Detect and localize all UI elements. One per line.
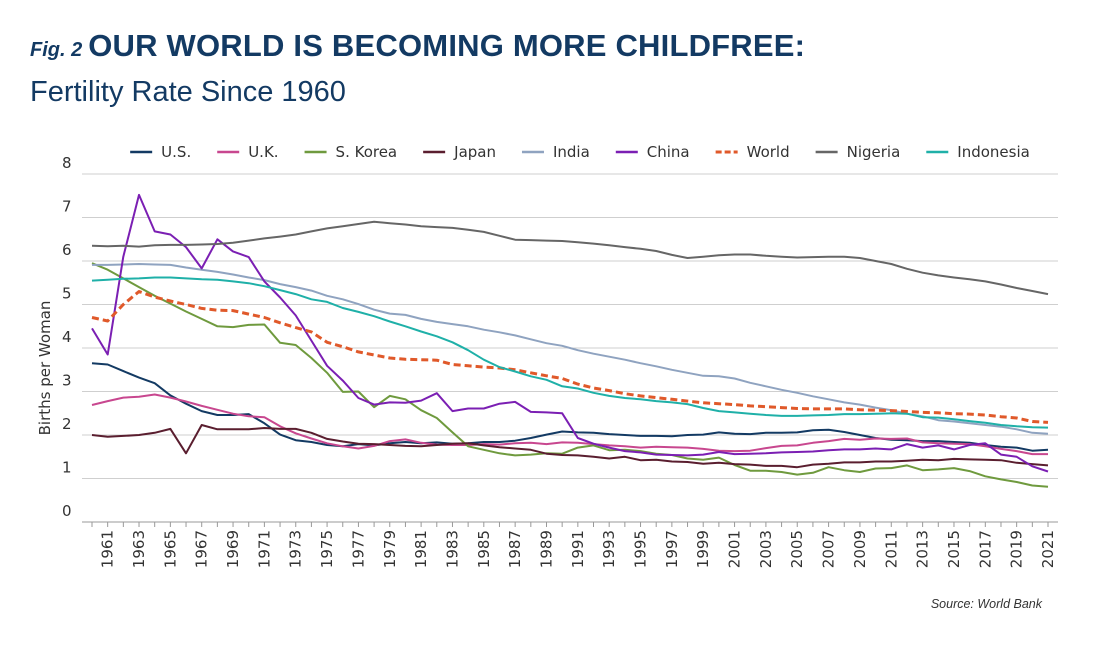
x-tick-label: 2021 [1039, 530, 1057, 568]
series-line-s-korea [91, 262, 1049, 488]
x-tick-label: 1989 [537, 530, 555, 568]
series-line-indonesia [91, 276, 1049, 429]
series-line-world [91, 290, 1049, 424]
x-tick-label: 1977 [349, 530, 367, 568]
x-tick-label: 2009 [851, 530, 869, 568]
x-tick-label: 1991 [569, 530, 587, 568]
x-tick-label: 2019 [1008, 530, 1026, 568]
page-title: OUR WORLD IS BECOMING MORE CHILDFREE: [88, 28, 806, 63]
series-line-u-k [91, 393, 1048, 456]
x-tick-label: 1985 [475, 530, 493, 568]
x-tick-label: 1965 [161, 530, 179, 568]
x-tick-label: 1973 [287, 530, 305, 568]
x-tick-label: 1983 [443, 530, 461, 568]
x-tick-label: 2011 [882, 530, 900, 568]
chart-legend: U.S. U.K. S. Korea Japan India China World Nige… [130, 143, 1030, 161]
x-tick-label: 2017 [976, 530, 994, 568]
x-tick-label: 1997 [663, 530, 681, 568]
y-tick-label: 2 [62, 415, 72, 433]
series-line-japan [91, 424, 1049, 469]
y-tick-label: 6 [62, 241, 72, 259]
x-tick-label: 2005 [788, 530, 806, 568]
legend-label-india: India [553, 143, 590, 161]
legend-label-world: World [747, 143, 790, 161]
legend-label-indonesia: Indonesia [957, 143, 1030, 161]
x-tick-label: 2015 [945, 530, 963, 568]
x-tick-label: 1967 [193, 530, 211, 568]
y-tick-label: 4 [62, 328, 72, 346]
legend-label-nigeria: Nigeria [847, 143, 901, 161]
chart-subtitle: Fertility Rate Since 1960 [30, 76, 346, 108]
source-note: Source: World Bank [930, 597, 1042, 611]
figure-label: Fig. 2 [30, 39, 83, 61]
y-tick-label: 8 [62, 154, 72, 172]
x-tick-label: 1961 [99, 530, 117, 568]
y-tick-label: 1 [62, 459, 72, 477]
y-tick-label: 3 [62, 372, 72, 390]
x-tick-label: 2007 [820, 530, 838, 568]
x-tick-label: 1987 [506, 530, 524, 568]
x-tick-label: 1975 [318, 530, 336, 568]
x-tick-label: 1993 [600, 530, 618, 568]
legend-label-japan: Japan [453, 143, 496, 161]
legend-label-u-s: U.S. [161, 143, 191, 161]
legend-label-china: China [647, 143, 690, 161]
x-tick-label: 1963 [130, 530, 148, 568]
chart-series [91, 193, 1049, 488]
series-line-nigeria [91, 220, 1049, 296]
x-tick-label: 2003 [757, 530, 775, 568]
x-axis-ticks: 1961 1963 1965 1967 1969 1971 1973 1975 1977 1979… [82, 521, 1058, 568]
y-axis-ticks: 0 1 2 3 4 5 6 7 8 [62, 154, 72, 520]
y-axis-title: Births per Woman [36, 301, 54, 436]
x-tick-label: 1971 [255, 530, 273, 568]
chart-title: Fig. 2 OUR WORLD IS BECOMING MORE CHILDF… [30, 28, 805, 64]
x-tick-label: 1979 [381, 530, 399, 568]
legend-label-s-korea: S. Korea [336, 143, 398, 161]
legend-label-u-k: U.K. [248, 143, 278, 161]
x-tick-label: 1981 [412, 530, 430, 568]
y-tick-label: 7 [62, 198, 72, 216]
series-line-india [92, 263, 1049, 435]
y-tick-label: 5 [62, 285, 72, 303]
y-tick-label: 0 [62, 502, 72, 520]
x-tick-label: 2001 [726, 530, 744, 568]
x-tick-label: 2013 [914, 530, 932, 568]
x-tick-label: 1999 [694, 530, 712, 568]
x-tick-label: 1995 [632, 530, 650, 568]
series-line-china [91, 193, 1049, 473]
x-tick-label: 1969 [224, 530, 242, 568]
